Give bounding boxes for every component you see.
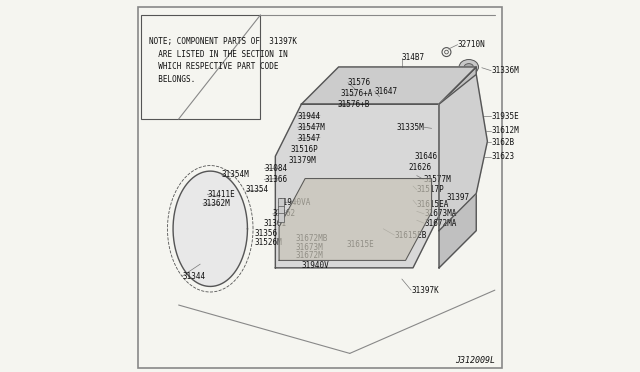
Bar	[278, 213, 284, 222]
Text: NOTE; COMPONENT PARTS OF  31397K
  ARE LISTED IN THE SECTION IN
  WHICH RESPECTI: NOTE; COMPONENT PARTS OF 31397K ARE LIST…	[149, 37, 297, 84]
Bar	[278, 198, 284, 207]
Polygon shape	[301, 67, 476, 104]
Text: 31672MB: 31672MB	[296, 234, 328, 243]
Text: 31940V: 31940V	[301, 262, 329, 270]
Text: 31362M: 31362M	[203, 199, 230, 208]
FancyBboxPatch shape	[138, 7, 502, 368]
Text: 31344: 31344	[182, 272, 205, 280]
Text: 31335M: 31335M	[396, 123, 424, 132]
Polygon shape	[279, 179, 431, 260]
Text: 32710N: 32710N	[458, 40, 485, 49]
Text: 31516P: 31516P	[291, 145, 318, 154]
Text: 31672MA: 31672MA	[424, 219, 456, 228]
Text: 31336M: 31336M	[491, 66, 519, 75]
Text: 31577M: 31577M	[424, 175, 451, 184]
Text: 31362: 31362	[273, 209, 296, 218]
Polygon shape	[275, 104, 439, 268]
Text: 31526M: 31526M	[255, 238, 283, 247]
Text: 31366: 31366	[264, 175, 287, 184]
Text: 31673M: 31673M	[296, 243, 324, 252]
Text: 31576+B: 31576+B	[338, 100, 370, 109]
Ellipse shape	[348, 131, 381, 152]
Ellipse shape	[454, 123, 476, 160]
Text: 31646: 31646	[415, 152, 438, 161]
Text: 31354: 31354	[246, 185, 269, 194]
Polygon shape	[439, 74, 488, 231]
Text: 314B7: 314B7	[402, 53, 425, 62]
Text: 31940VA: 31940VA	[278, 198, 310, 207]
Text: 31356: 31356	[255, 229, 278, 238]
Text: 31547M: 31547M	[298, 123, 325, 132]
Ellipse shape	[340, 126, 389, 156]
Ellipse shape	[464, 64, 474, 70]
Text: 31673MA: 31673MA	[424, 209, 456, 218]
Text: 31547: 31547	[298, 134, 321, 143]
Text: 31612M: 31612M	[491, 126, 519, 135]
Polygon shape	[173, 171, 248, 286]
Text: 31672M: 31672M	[296, 251, 324, 260]
Text: 31397K: 31397K	[411, 286, 439, 295]
Text: 31397: 31397	[447, 193, 470, 202]
Text: 31944: 31944	[298, 112, 321, 121]
Text: 31615EA: 31615EA	[417, 200, 449, 209]
Text: 3162B: 3162B	[491, 138, 515, 147]
Text: 31615EB: 31615EB	[394, 231, 427, 240]
Ellipse shape	[459, 130, 472, 153]
Text: 31647: 31647	[374, 87, 398, 96]
Text: 31354M: 31354M	[221, 170, 249, 179]
Text: 21626: 21626	[408, 163, 431, 172]
Text: 31615E: 31615E	[346, 240, 374, 249]
Bar	[278, 206, 284, 215]
Text: 31576: 31576	[348, 78, 371, 87]
Text: 31576+A: 31576+A	[340, 89, 373, 98]
Text: 31361: 31361	[264, 219, 287, 228]
Text: 31084: 31084	[264, 164, 287, 173]
FancyBboxPatch shape	[141, 15, 260, 119]
Circle shape	[190, 208, 230, 249]
Text: 31379M: 31379M	[289, 156, 316, 165]
Text: 31623: 31623	[491, 153, 515, 161]
Polygon shape	[439, 67, 476, 268]
Text: J312009L: J312009L	[455, 356, 495, 365]
Text: 31411E: 31411E	[207, 190, 235, 199]
Ellipse shape	[459, 60, 479, 74]
Text: 31935E: 31935E	[491, 112, 519, 121]
Circle shape	[201, 219, 220, 238]
Text: 31517P: 31517P	[417, 185, 444, 194]
